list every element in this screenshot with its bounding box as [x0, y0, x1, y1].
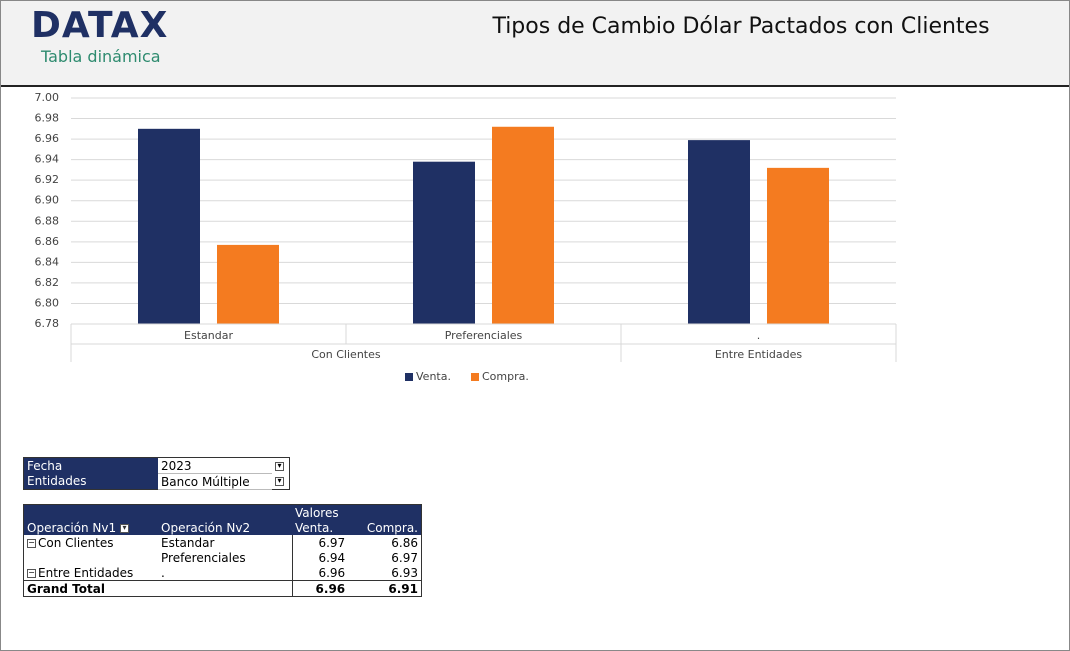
legend-swatch [471, 373, 479, 381]
bar [217, 244, 279, 324]
pivot-table: Valores Operación Nv1 ▾ Operación Nv2 Vent… [23, 504, 422, 597]
filter-label: Fecha [23, 457, 158, 474]
y-tick-label: 6.86 [35, 235, 60, 248]
legend-label: Venta. [416, 370, 451, 383]
y-tick-label: 6.82 [35, 276, 60, 289]
legend-swatch [405, 373, 413, 381]
total-label: Grand Total [23, 580, 292, 597]
y-tick-label: 7.00 [35, 91, 60, 104]
cell: . [161, 565, 165, 580]
filter-button[interactable]: ▾ [272, 474, 290, 490]
y-tick-label: 6.90 [35, 194, 60, 207]
cell: Estandar [161, 535, 215, 550]
filter-label: Entidades [23, 473, 158, 490]
cell: 6.97 [391, 550, 418, 565]
bar [413, 161, 475, 324]
y-tick-label: 6.88 [35, 214, 60, 227]
bar [492, 126, 554, 324]
cell: 6.94 [291, 550, 349, 565]
group-label: Entre Entidades [715, 348, 803, 361]
subtitle: Tabla dinámica [41, 47, 161, 66]
row-header[interactable]: − Entre Entidades [27, 565, 134, 580]
cell: 6.86 [391, 535, 418, 550]
cell: 6.93 [391, 565, 418, 580]
filters: Fecha 2023 ▾ Entidades Banco Múltiple ▾ [23, 457, 290, 490]
column-header: Venta. [295, 520, 334, 535]
column-header: Operación Nv2 [161, 520, 251, 535]
y-tick-label: 6.96 [35, 132, 60, 145]
bar [767, 167, 829, 324]
cell: Preferenciales [161, 550, 246, 565]
title: Tipos de Cambio Dólar Pactados con Clien… [492, 14, 990, 39]
y-tick-label: 6.92 [35, 173, 60, 186]
bar [688, 140, 750, 324]
group-label: Con Clientes [311, 348, 380, 361]
filter-value[interactable]: 2023 [158, 457, 272, 474]
total-cell: 6.96 [291, 580, 349, 597]
chart: 6.78 6.80 6.82 6.84 6.86 6.88 6.90 6.92 6.94 6.96… [35, 91, 897, 383]
row-label: Con Clientes [38, 535, 114, 550]
bar [138, 128, 200, 324]
y-tick-label: 6.94 [35, 153, 60, 166]
cell: 6.97 [291, 535, 349, 550]
y-tick-label: 6.78 [35, 317, 60, 330]
x-tick-label: Preferenciales [445, 329, 523, 342]
logo: DATAX [31, 5, 169, 46]
x-tick-label: . [757, 329, 761, 342]
x-tick-label: Estandar [184, 329, 233, 342]
cell: 6.96 [291, 565, 349, 581]
row-label: Entre Entidades [38, 565, 134, 580]
header: DATAX Tabla dinámica Tipos de Cambio Dól… [1, 1, 1069, 87]
y-tick-label: 6.80 [35, 296, 60, 309]
column-header-text: Operación Nv1 [27, 520, 117, 535]
legend-label: Compra. [482, 370, 529, 383]
y-tick-label: 6.98 [35, 112, 60, 125]
row-header[interactable]: − Con Clientes [27, 535, 114, 550]
total-cell: 6.91 [348, 580, 422, 597]
values-header: Valores [295, 505, 339, 520]
filter-button[interactable]: ▾ [272, 458, 290, 474]
y-tick-label: 6.84 [35, 255, 60, 268]
column-header: Compra. [366, 520, 418, 535]
column-header[interactable]: Operación Nv1 ▾ [24, 520, 159, 535]
filter-value[interactable]: Banco Múltiple [158, 473, 272, 490]
